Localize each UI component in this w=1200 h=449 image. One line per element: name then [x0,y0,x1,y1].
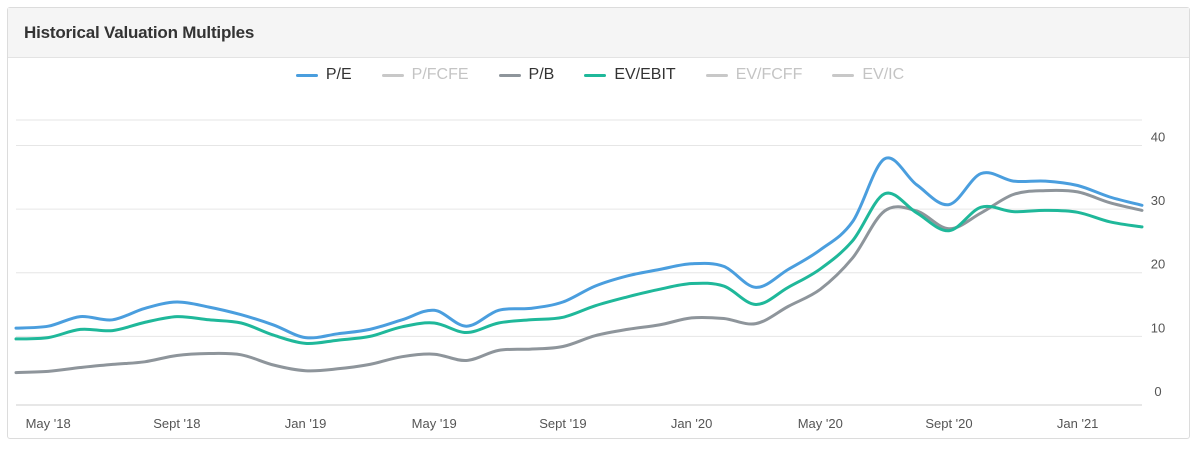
x-tick-label: Sept '19 [539,416,586,431]
legend-label: P/FCFE [411,66,469,83]
legend-item-ev-fcff[interactable]: EV/FCFF [705,66,803,84]
y-tick-label: 10 [1151,320,1165,335]
y-tick-label: 30 [1151,193,1165,208]
x-tick-label: May '20 [798,416,843,431]
legend-item-pe[interactable]: P/E [295,66,352,84]
chart-legend: P/E P/FCFE P/B EV/EBIT EV/FCFF EV/IC [0,66,1200,84]
legend-label: EV/IC [862,66,905,83]
x-tick-label: Sept '20 [925,416,972,431]
legend-item-ev-ic[interactable]: EV/IC [832,66,904,84]
legend-swatch [584,73,607,77]
series-line-p-b[interactable] [14,188,1144,375]
y-tick-label: 40 [1151,129,1165,144]
legend-swatch [705,73,728,77]
series-line-ev-ebit[interactable] [14,191,1144,346]
legend-item-ev-ebit[interactable]: EV/EBIT [584,66,676,84]
panel-header: Historical Valuation Multiples [8,8,1189,58]
series-line-p-e[interactable] [14,156,1144,340]
x-tick-label: Jan '21 [1057,416,1099,431]
legend-swatch [295,73,318,77]
legend-swatch [832,73,855,77]
legend-label: P/E [325,66,352,83]
legend-label: EV/FCFF [735,66,803,83]
valuation-multiples-panel: Historical Valuation Multiples [7,7,1190,439]
legend-swatch [381,73,404,77]
x-tick-label: Sept '18 [153,416,200,431]
x-tick-label: May '18 [26,416,71,431]
legend-item-pfcfe[interactable]: P/FCFE [381,66,469,84]
y-tick-label: 20 [1151,257,1165,272]
legend-swatch [498,73,521,77]
legend-item-pb[interactable]: P/B [498,66,555,84]
legend-label: EV/EBIT [614,66,676,83]
x-tick-label: Jan '20 [671,416,713,431]
legend-label: P/B [528,66,555,83]
x-tick-label: May '19 [412,416,457,431]
x-tick-label: Jan '19 [285,416,327,431]
y-tick-label: 0 [1154,384,1161,399]
panel-title: Historical Valuation Multiples [24,22,255,42]
